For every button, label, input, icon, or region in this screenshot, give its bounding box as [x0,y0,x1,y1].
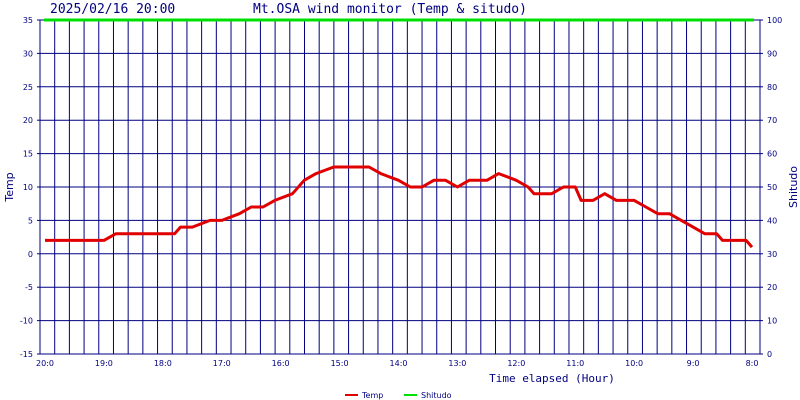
legend-label-shitudo: Shitudo [421,391,452,400]
grid [39,19,761,355]
legend-label-temp: Temp [361,391,383,400]
header-timestamp: 2025/02/16 20:00 [50,2,175,17]
y-tick-label-right: 80 [767,83,777,92]
y-tick-label-right: 50 [767,183,777,192]
y-tick-label-right: 0 [767,350,772,359]
y-tick-label-left: 0 [28,250,33,259]
y-tick-label-left: 15 [23,150,33,159]
x-ticks: 20:0 19:0 18:0 17:0 16:0 15:0 14:0 13:0 12:0 11:0… [36,359,758,368]
x-tick-label: 18:0 [154,359,172,368]
y-tick-label-left: -10 [20,317,33,326]
x-tick-label: 10:0 [625,359,643,368]
x-tick-label: 15:0 [331,359,349,368]
series-line-temp [45,165,754,249]
x-tick-label: 20:0 [36,359,54,368]
series-group [44,18,754,249]
y-tick-label-left: 25 [23,83,33,92]
x-tick-label: 14:0 [390,359,408,368]
x-axis-label: Time elapsed (Hour) [489,372,615,385]
legend: Temp Shitudo [345,391,452,400]
x-tick-label: 13:0 [448,359,466,368]
y-axis-label-right: Shitudo [787,166,800,208]
y-tick-label-right: 40 [767,216,777,225]
y-axis-label-left: Temp [3,172,16,202]
y-tick-label-right: 20 [767,283,777,292]
y-tick-label-left: 5 [28,216,33,225]
x-tick-label: 11:0 [566,359,584,368]
y-tick-label-right: 10 [767,317,777,326]
x-tick-label: 16:0 [272,359,290,368]
y-tick-label-left: -15 [20,350,33,359]
y-tick-label-left: -5 [25,283,33,292]
x-tick-label: 12:0 [507,359,525,368]
y-tick-label-left: 10 [23,183,33,192]
y-tick-label-right: 100 [767,16,782,25]
y-tick-label-right: 90 [767,49,777,58]
y-tick-label-left: 35 [23,16,33,25]
y-tick-label-right: 30 [767,250,777,259]
y-tick-label-right: 70 [767,116,777,125]
y-tick-label-left: 30 [23,49,33,58]
y-tick-label-left: 20 [23,116,33,125]
x-tick-label: 9:0 [687,359,700,368]
y-ticks-left: 35 30 25 20 15 10 5 0 -5 -10 -15 [20,16,40,359]
x-tick-label: 19:0 [95,359,113,368]
x-tick-label: 17:0 [213,359,231,368]
y-tick-label-right: 60 [767,150,777,159]
x-tick-label: 8:0 [746,359,759,368]
header-title: Mt.OSA wind monitor (Temp & situdo) [253,2,527,17]
